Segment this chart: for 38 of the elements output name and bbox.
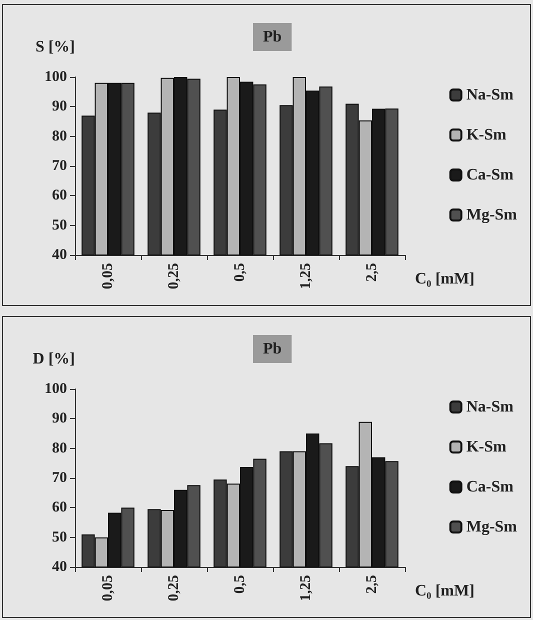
- y-axis-title: D [%]: [32, 350, 75, 368]
- y-axis-title: S [%]: [35, 38, 75, 56]
- y-tick-label: 80: [52, 440, 67, 456]
- x-tick-label: 0,25: [166, 575, 182, 602]
- chart-title: Pb: [263, 28, 282, 46]
- legend-label: Na-Sm: [466, 86, 514, 104]
- x-tick-label: 0,5: [232, 575, 248, 594]
- x-axis-title: C₀ [mM]: [415, 270, 474, 288]
- legend-label: Na-Sm: [466, 398, 514, 416]
- y-tick-label: 90: [52, 98, 67, 115]
- legend-label: K-Sm: [466, 126, 508, 144]
- chart-title: Pb: [263, 340, 282, 358]
- y-tick-label: 100: [44, 381, 67, 397]
- legend-label: Mg-Sm: [466, 206, 518, 224]
- y-tick-label: 50: [52, 529, 67, 546]
- x-tick-label: 0,5: [232, 263, 248, 282]
- y-tick-label: 70: [52, 470, 67, 486]
- y-tick-label: 100: [44, 69, 67, 85]
- y-tick-label: 40: [52, 559, 67, 575]
- y-tick-label: 70: [52, 158, 67, 174]
- x-tick-label: 1,25: [298, 575, 314, 602]
- legend-label: Mg-Sm: [466, 518, 518, 536]
- y-tick-label: 40: [52, 247, 67, 263]
- x-axis-title: C₀ [mM]: [415, 582, 474, 600]
- x-tick-label: 1,25: [298, 263, 314, 290]
- y-tick-label: 60: [52, 500, 67, 516]
- y-tick-label: 90: [52, 410, 67, 427]
- legend-label: K-Sm: [466, 438, 508, 456]
- y-tick-label: 80: [52, 128, 67, 144]
- y-tick-label: 60: [52, 188, 67, 204]
- legend-label: Ca-Sm: [466, 166, 514, 184]
- x-tick-label: 2,5: [364, 575, 380, 594]
- y-tick-label: 50: [52, 217, 67, 234]
- x-tick-label: 0,05: [100, 575, 116, 602]
- x-tick-label: 0,25: [166, 263, 182, 290]
- x-tick-label: 2,5: [364, 263, 380, 282]
- x-tick-label: 0,05: [100, 263, 116, 290]
- legend-label: Ca-Sm: [466, 478, 514, 496]
